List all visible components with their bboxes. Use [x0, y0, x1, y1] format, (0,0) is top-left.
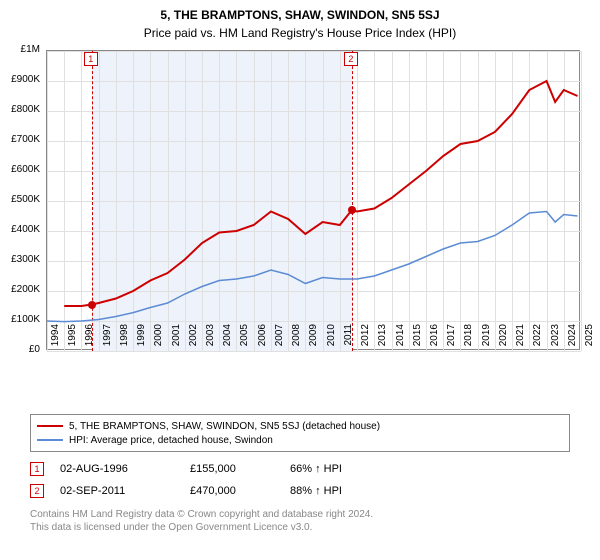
xtick-label: 2014 [395, 324, 406, 354]
xtick-label: 2020 [498, 324, 509, 354]
event-row: 2 02-SEP-2011£470,00088% ↑ HPI [30, 480, 570, 502]
xtick-label: 2006 [257, 324, 268, 354]
legend-swatch [37, 425, 63, 427]
series-line-price_paid [64, 81, 577, 306]
xtick-label: 2025 [584, 324, 595, 354]
ytick-label: £600K [0, 164, 40, 175]
xtick-label: 2021 [515, 324, 526, 354]
xtick-label: 2017 [446, 324, 457, 354]
xtick-label: 1994 [50, 324, 61, 354]
xtick-label: 2000 [153, 324, 164, 354]
footer-line: Contains HM Land Registry data © Crown c… [30, 508, 570, 521]
ytick-label: £400K [0, 224, 40, 235]
event-delta: 88% ↑ HPI [290, 485, 380, 497]
legend-label: HPI: Average price, detached house, Swin… [69, 435, 273, 446]
ytick-label: £0 [0, 344, 40, 355]
xtick-label: 2024 [567, 324, 578, 354]
ytick-label: £200K [0, 284, 40, 295]
xtick-label: 2002 [188, 324, 199, 354]
page-title: 5, THE BRAMPTONS, SHAW, SWINDON, SN5 5SJ [0, 0, 600, 22]
xtick-label: 2004 [222, 324, 233, 354]
ytick-label: £700K [0, 134, 40, 145]
events-table: 1 02-AUG-1996£155,00066% ↑ HPI 2 02-SEP-201… [30, 458, 570, 502]
legend-row: HPI: Average price, detached house, Swin… [37, 433, 563, 447]
gridline [581, 51, 582, 351]
xtick-label: 2010 [326, 324, 337, 354]
legend: 5, THE BRAMPTONS, SHAW, SWINDON, SN5 5SJ… [30, 414, 570, 452]
event-price: £470,000 [190, 485, 290, 497]
event-row: 1 02-AUG-1996£155,00066% ↑ HPI [30, 458, 570, 480]
xtick-label: 2019 [481, 324, 492, 354]
xtick-label: 2007 [274, 324, 285, 354]
xtick-label: 2016 [429, 324, 440, 354]
xtick-label: 1997 [102, 324, 113, 354]
xtick-label: 2001 [171, 324, 182, 354]
xtick-label: 2013 [377, 324, 388, 354]
ytick-label: £500K [0, 194, 40, 205]
event-dot [88, 301, 96, 309]
xtick-label: 2005 [239, 324, 250, 354]
event-price: £155,000 [190, 463, 290, 475]
xtick-label: 2011 [343, 324, 354, 354]
xtick-label: 2012 [360, 324, 371, 354]
xtick-label: 1999 [136, 324, 147, 354]
legend-label: 5, THE BRAMPTONS, SHAW, SWINDON, SN5 5SJ… [69, 421, 380, 432]
series-svg [47, 51, 581, 351]
xtick-label: 2003 [205, 324, 216, 354]
xtick-label: 1995 [67, 324, 78, 354]
legend-row: 5, THE BRAMPTONS, SHAW, SWINDON, SN5 5SJ… [37, 419, 563, 433]
xtick-label: 1996 [84, 324, 95, 354]
xtick-label: 2008 [291, 324, 302, 354]
footer: Contains HM Land Registry data © Crown c… [30, 508, 570, 534]
ytick-label: £1M [0, 44, 40, 55]
xtick-label: 2018 [463, 324, 474, 354]
xtick-label: 2023 [550, 324, 561, 354]
event-date: 02-AUG-1996 [60, 463, 190, 475]
xtick-label: 2022 [532, 324, 543, 354]
event-number-box: 2 [30, 484, 44, 498]
ytick-label: £900K [0, 74, 40, 85]
event-dot [348, 206, 356, 214]
event-marker-box: 2 [344, 52, 358, 66]
xtick-label: 2015 [412, 324, 423, 354]
page-subtitle: Price paid vs. HM Land Registry's House … [0, 22, 600, 44]
ytick-label: £300K [0, 254, 40, 265]
xtick-label: 1998 [119, 324, 130, 354]
event-marker-box: 1 [84, 52, 98, 66]
footer-line: This data is licensed under the Open Gov… [30, 521, 570, 534]
chart: 12£0£100K£200K£300K£400K£500K£600K£700K£… [46, 50, 580, 378]
ytick-label: £800K [0, 104, 40, 115]
event-date: 02-SEP-2011 [60, 485, 190, 497]
event-delta: 66% ↑ HPI [290, 463, 380, 475]
xtick-label: 2009 [308, 324, 319, 354]
event-number-box: 1 [30, 462, 44, 476]
legend-swatch [37, 439, 63, 441]
ytick-label: £100K [0, 314, 40, 325]
